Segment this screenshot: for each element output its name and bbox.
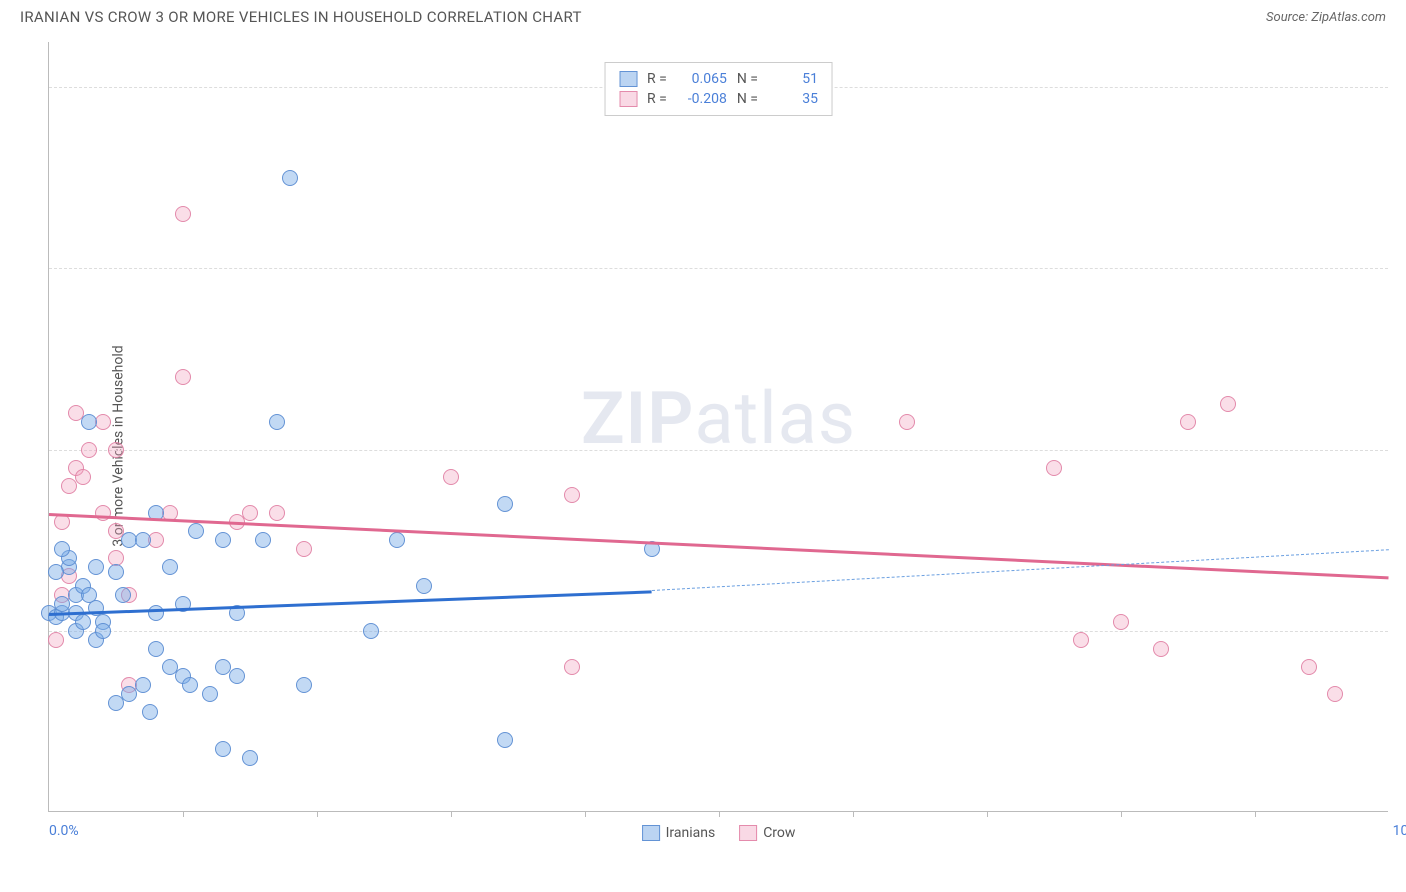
data-point xyxy=(95,623,111,639)
data-point xyxy=(135,677,151,693)
trend-line xyxy=(49,513,1389,579)
legend-swatch-a xyxy=(642,825,660,841)
r-value-a: 0.065 xyxy=(677,71,727,87)
r-label-a: R = xyxy=(647,71,667,87)
x-tick xyxy=(719,811,720,817)
r-value-b: -0.208 xyxy=(677,91,727,107)
data-point xyxy=(564,487,580,503)
data-point xyxy=(115,587,131,603)
data-point xyxy=(1153,641,1169,657)
legend-label-a: Iranians xyxy=(666,825,716,841)
gridline xyxy=(49,631,1388,632)
x-tick xyxy=(1121,811,1122,817)
data-point xyxy=(175,369,191,385)
data-point xyxy=(564,659,580,675)
data-point xyxy=(443,469,459,485)
legend-item-a: Iranians xyxy=(642,825,716,841)
data-point xyxy=(215,741,231,757)
data-point xyxy=(416,578,432,594)
source-label: Source: ZipAtlas.com xyxy=(1266,10,1386,25)
data-point xyxy=(202,686,218,702)
data-point xyxy=(148,605,164,621)
data-point xyxy=(54,541,70,557)
data-point xyxy=(242,505,258,521)
data-point xyxy=(1301,659,1317,675)
data-point xyxy=(135,532,151,548)
n-value-b: 35 xyxy=(768,91,818,107)
data-point xyxy=(75,469,91,485)
data-point xyxy=(188,523,204,539)
data-point xyxy=(75,614,91,630)
data-point xyxy=(108,564,124,580)
data-point xyxy=(175,206,191,222)
x-max-label: 100.0% xyxy=(1393,823,1406,839)
legend-swatch-b xyxy=(739,825,757,841)
legend-label-b: Crow xyxy=(763,825,795,841)
x-tick xyxy=(451,811,452,817)
header: IRANIAN VS CROW 3 OR MORE VEHICLES IN HO… xyxy=(0,0,1406,26)
data-point xyxy=(88,559,104,575)
data-point xyxy=(54,514,70,530)
data-point xyxy=(229,668,245,684)
data-point xyxy=(1073,632,1089,648)
stats-legend: R = 0.065 N = 51 R = -0.208 N = 35 xyxy=(604,62,833,116)
data-point xyxy=(389,532,405,548)
r-label-b: R = xyxy=(647,91,667,107)
chart-title: IRANIAN VS CROW 3 OR MORE VEHICLES IN HO… xyxy=(20,8,582,26)
data-point xyxy=(182,677,198,693)
legend-item-b: Crow xyxy=(739,825,795,841)
x-tick xyxy=(987,811,988,817)
watermark: ZIPatlas xyxy=(581,376,856,461)
swatch-a xyxy=(619,71,637,87)
data-point xyxy=(48,564,64,580)
data-point xyxy=(81,442,97,458)
trend-line xyxy=(652,549,1389,591)
data-point xyxy=(296,677,312,693)
bottom-legend: Iranians Crow xyxy=(642,825,796,841)
n-label-b: N = xyxy=(737,91,758,107)
data-point xyxy=(497,496,513,512)
data-point xyxy=(142,704,158,720)
x-tick xyxy=(1255,811,1256,817)
data-point xyxy=(48,632,64,648)
x-tick xyxy=(317,811,318,817)
n-value-a: 51 xyxy=(768,71,818,87)
data-point xyxy=(148,641,164,657)
data-point xyxy=(108,442,124,458)
data-point xyxy=(296,541,312,557)
data-point xyxy=(269,414,285,430)
gridline xyxy=(49,450,1388,451)
watermark-zip: ZIP xyxy=(581,376,694,461)
watermark-atlas: atlas xyxy=(694,376,856,461)
data-point xyxy=(1327,686,1343,702)
gridline xyxy=(49,268,1388,269)
data-point xyxy=(162,559,178,575)
data-point xyxy=(242,750,258,766)
data-point xyxy=(81,414,97,430)
swatch-b xyxy=(619,91,637,107)
stats-row-b: R = -0.208 N = 35 xyxy=(619,89,818,109)
data-point xyxy=(215,532,231,548)
x-tick xyxy=(585,811,586,817)
data-point xyxy=(95,505,111,521)
data-point xyxy=(497,732,513,748)
data-point xyxy=(899,414,915,430)
data-point xyxy=(269,505,285,521)
data-point xyxy=(1046,460,1062,476)
data-point xyxy=(363,623,379,639)
data-point xyxy=(1113,614,1129,630)
n-label-a: N = xyxy=(737,71,758,87)
data-point xyxy=(282,170,298,186)
x-min-label: 0.0% xyxy=(49,823,79,839)
x-tick xyxy=(853,811,854,817)
data-point xyxy=(255,532,271,548)
data-point xyxy=(1180,414,1196,430)
chart-plot-area: ZIPatlas 20.0%40.0%60.0%80.0% 0.0% 100.0… xyxy=(48,42,1388,812)
trend-line xyxy=(49,590,652,615)
stats-row-a: R = 0.065 N = 51 xyxy=(619,69,818,89)
x-tick xyxy=(183,811,184,817)
data-point xyxy=(1220,396,1236,412)
